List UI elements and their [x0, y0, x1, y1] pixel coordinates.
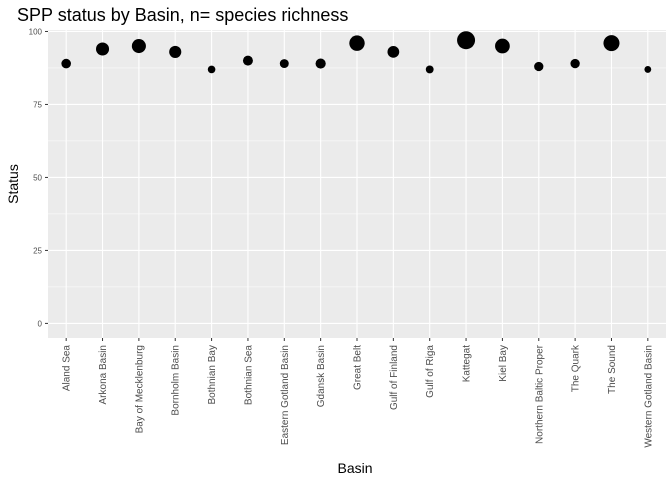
x-tick-label: Gdansk Basin	[316, 345, 327, 407]
x-tick-label: Bothnian Bay	[207, 345, 218, 405]
x-tick-label: Western Gotland Basin	[643, 345, 654, 448]
x-tick-label: Eastern Gotland Basin	[280, 345, 291, 445]
chart-title: SPP status by Basin, n= species richness	[17, 5, 348, 25]
x-tick-label: Bothnian Sea	[243, 345, 254, 405]
x-tick-label: Arkona Basin	[98, 345, 109, 404]
data-point	[349, 35, 365, 51]
x-tick-label: Gulf of Finland	[389, 345, 400, 410]
data-point	[644, 66, 652, 73]
data-point	[315, 58, 326, 69]
data-point	[603, 35, 620, 52]
x-tick-label: Kiel Bay	[498, 345, 509, 382]
x-tick-label: Aland Sea	[62, 345, 73, 392]
y-tick-label: 75	[33, 100, 42, 109]
x-tick-label: Great Belt	[353, 345, 364, 390]
data-point	[570, 58, 580, 69]
data-point	[425, 65, 434, 74]
data-point	[279, 59, 289, 69]
y-axis-title: Status	[5, 164, 21, 204]
data-point	[207, 65, 216, 74]
data-point	[387, 46, 400, 58]
y-tick-label: 50	[33, 173, 42, 182]
y-axis: 0 25 50 75 100	[29, 27, 48, 328]
x-tick-label: Kattegat	[462, 345, 473, 382]
data-point	[131, 39, 146, 54]
data-point	[457, 31, 476, 50]
data-point	[495, 38, 510, 54]
x-tick-label: The Quark	[571, 344, 582, 392]
x-tick-label: Northern Baltic Proper	[534, 344, 545, 444]
y-tick-label: 100	[29, 27, 43, 36]
y-tick-label: 0	[38, 319, 43, 328]
data-point	[242, 55, 253, 66]
y-tick-label: 25	[33, 246, 42, 255]
x-tick-label: Bay of Mecklenburg	[134, 345, 145, 433]
x-tick-label: The Sound	[607, 345, 618, 394]
x-axis: Aland Sea Arkona Basin Bay of Mecklenburg B…	[62, 338, 654, 448]
x-tick-label: Bornholm Basin	[171, 345, 182, 416]
data-point	[534, 61, 544, 72]
data-point	[61, 58, 71, 69]
data-points	[61, 31, 652, 74]
x-axis-title: Basin	[337, 460, 372, 476]
data-point	[169, 45, 182, 58]
grid-lines	[48, 30, 666, 338]
data-point	[95, 42, 110, 56]
x-tick-label: Gulf of Riga	[425, 345, 436, 398]
